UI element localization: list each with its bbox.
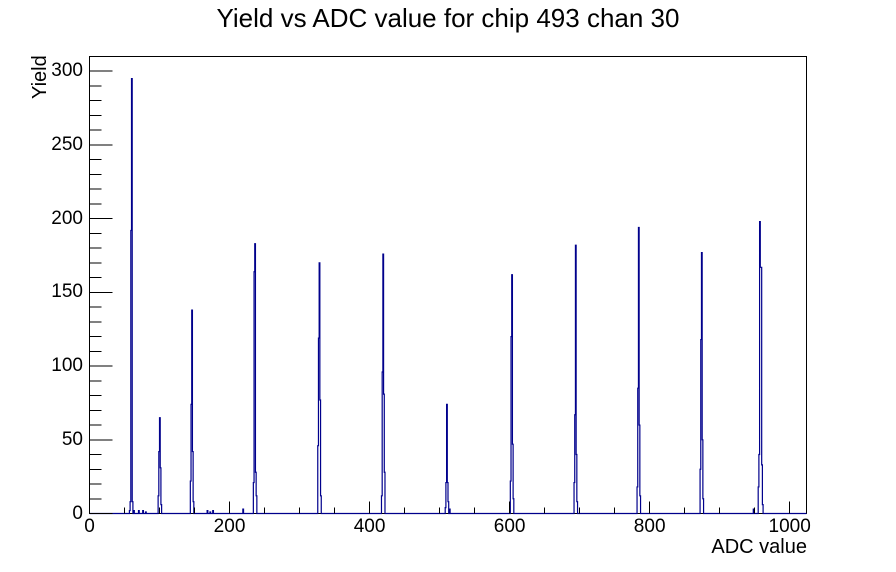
y-tick-label: 0 xyxy=(72,502,83,524)
x-tick-label: 1000 xyxy=(768,516,811,537)
y-tick-label: 100 xyxy=(51,355,83,377)
y-tick-label: 300 xyxy=(51,60,83,82)
x-tick-label: 0 xyxy=(84,516,95,537)
x-tick-label: 600 xyxy=(493,516,526,537)
x-axis-title: ADC value xyxy=(711,536,807,558)
y-tick-label: 200 xyxy=(51,207,83,229)
y-tick-label: 150 xyxy=(51,281,83,303)
y-tick-label: 50 xyxy=(61,428,83,450)
x-tick-label: 200 xyxy=(213,516,246,537)
chart-title: Yield vs ADC value for chip 493 chan 30 xyxy=(216,3,680,33)
plot-frame xyxy=(89,56,807,514)
x-tick-label: 800 xyxy=(633,516,666,537)
y-tick-label: 250 xyxy=(51,133,83,155)
x-tick-label: 400 xyxy=(353,516,386,537)
histogram-line xyxy=(89,78,807,515)
